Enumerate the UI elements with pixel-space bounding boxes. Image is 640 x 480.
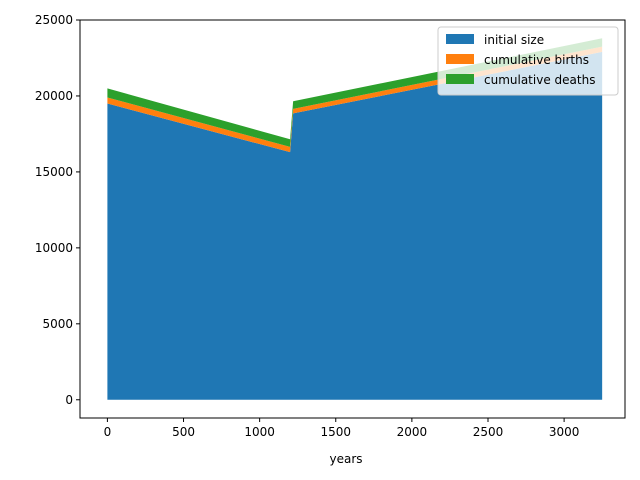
x-tick-label: 3000 [549,425,580,439]
plot-frame [79,19,626,419]
x-tick-label: 2000 [397,425,428,439]
y-tick-label: 20000 [35,89,73,103]
x-axis-ticks: 0 500 1000 1500 2000 2500 3000 [104,418,580,439]
x-tick-label: 1000 [244,425,275,439]
legend-label: initial size [484,33,544,47]
x-axis-label: years [329,452,362,466]
y-tick-label: 10000 [35,241,73,255]
x-tick-label: 500 [172,425,195,439]
y-axis-ticks: 0 5000 10000 15000 20000 25000 [35,13,80,407]
x-tick-label: 2500 [473,425,504,439]
y-tick-label: 5000 [42,317,73,331]
legend-box [437,26,619,96]
legend: initial size cumulative births cumulative … [437,26,619,96]
area-series-0 [107,51,603,400]
legend-swatch [446,54,474,64]
legend-label: cumulative births [484,53,589,67]
y-tick-label: 0 [65,393,73,407]
legend-label: cumulative deaths [484,73,595,87]
legend-swatch [446,34,474,44]
y-tick-label: 15000 [35,165,73,179]
y-tick-label: 25000 [35,13,73,27]
x-tick-label: 1500 [320,425,351,439]
legend-swatch [446,74,474,84]
x-tick-label: 0 [104,425,112,439]
